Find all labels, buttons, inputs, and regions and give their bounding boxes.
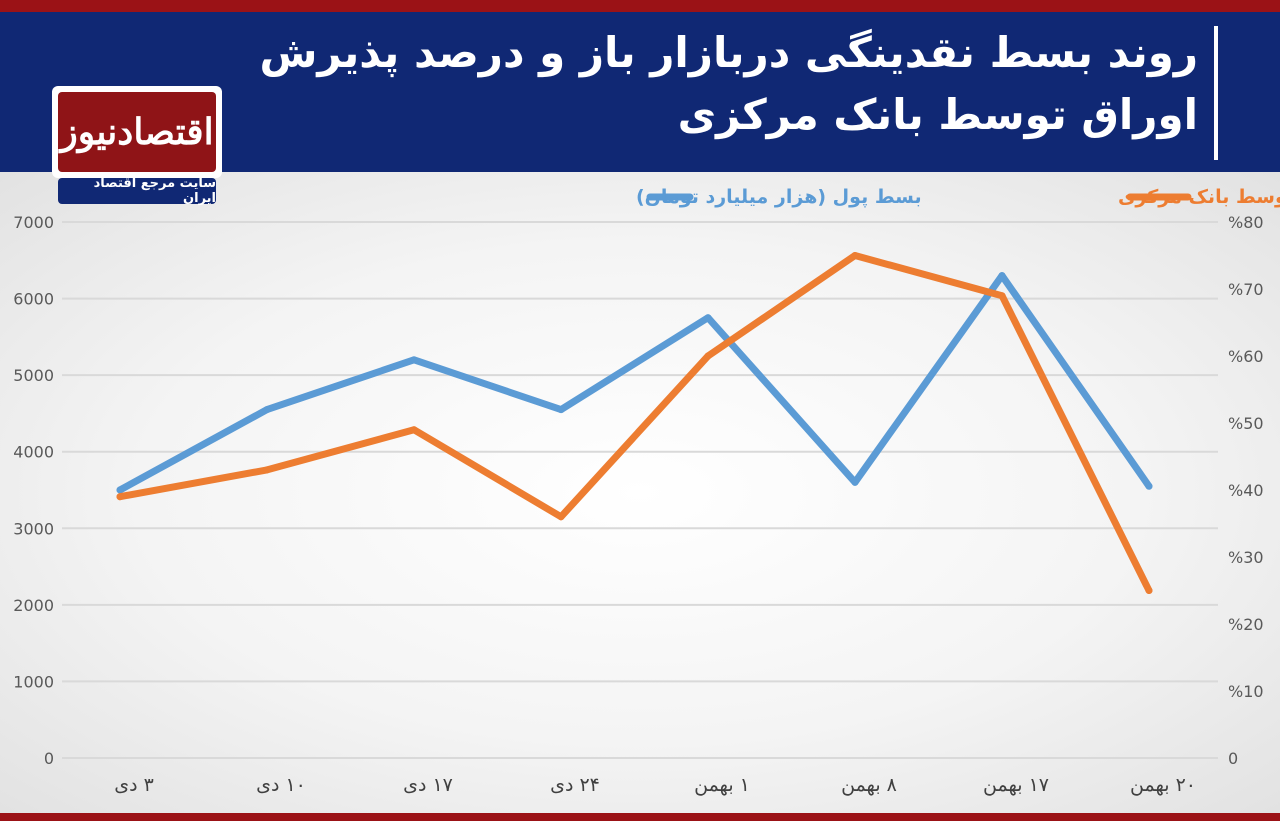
series-0-point — [116, 486, 124, 494]
right-tick-label: %30 — [1228, 548, 1264, 567]
x-tick-label: ۳ دی — [114, 774, 154, 796]
right-tick-label: %20 — [1228, 615, 1264, 634]
series-line-0 — [116, 272, 1153, 494]
plot-background — [0, 172, 1280, 813]
series-1-point — [998, 292, 1006, 300]
right-axis-ticks: 0 %10 %20 %30 %40 %50 %60 %70 %80 — [1228, 213, 1264, 768]
logo-tagline: سایت مرجع اقتصاد ایران — [58, 176, 216, 206]
legend-label-money-expansion: بسط پول (هزار میلیارد تومان) — [636, 186, 922, 208]
series-0-point — [1145, 482, 1153, 490]
left-tick-label: 4000 — [13, 443, 54, 462]
x-tick-label: ۲۴ دی — [550, 774, 600, 796]
series-1-point — [1145, 587, 1153, 594]
series-0-point — [263, 406, 271, 414]
right-tick-label: %40 — [1228, 481, 1264, 500]
series-1-point — [116, 493, 124, 501]
x-tick-label: ۸ بهمن — [841, 774, 897, 796]
series-0-point — [410, 356, 418, 364]
left-tick-label: 5000 — [13, 366, 54, 385]
x-tick-label: ۱ بهمن — [694, 774, 750, 796]
x-axis-ticks: ۳ دی ۱۰ دی ۱۷ دی ۲۴ دی ۱ بهمن ۸ بهمن ۱۷ بهمن ۲۰… — [114, 774, 1196, 796]
right-tick-label: %10 — [1228, 682, 1264, 701]
x-tick-label: ۱۷ دی — [403, 774, 453, 796]
x-tick-label: ۲۰ بهمن — [1130, 774, 1196, 796]
right-tick-label: %70 — [1228, 280, 1264, 299]
series-1-point — [557, 513, 565, 521]
left-tick-label: 7000 — [13, 213, 54, 232]
series-1-point — [851, 252, 859, 259]
series-0-point — [851, 478, 859, 486]
series-lines — [116, 252, 1153, 594]
bottom-accent-strip — [0, 813, 1280, 821]
legend-label-acceptance: درصد پذیرش اوراق توسط بانک مرکزی — [1118, 186, 1280, 208]
right-tick-label: %80 — [1228, 213, 1264, 232]
title-divider — [1214, 26, 1218, 160]
x-tick-label: ۱۷ بهمن — [983, 774, 1049, 796]
left-axis-ticks: 0 1000 2000 3000 4000 5000 6000 7000 — [13, 213, 54, 768]
chart-title: روند بسط نقدینگی دربازار باز و درصد پذیر… — [259, 28, 1198, 139]
logo: اقتصادنیوز — [52, 86, 222, 178]
series-1-point — [704, 352, 712, 360]
right-tick-label: %50 — [1228, 414, 1264, 433]
left-tick-label: 2000 — [13, 596, 54, 615]
series-0-point — [704, 314, 712, 322]
gridlines — [62, 221, 1218, 759]
logo-text: اقتصادنیوز — [58, 92, 216, 172]
top-accent-strip — [0, 0, 1280, 12]
left-tick-label: 1000 — [13, 672, 54, 691]
right-tick-label: %60 — [1228, 347, 1264, 366]
x-tick-label: ۱۰ دی — [256, 774, 306, 796]
legend: درصد پذیرش اوراق توسط بانک مرکزی بسط پول… — [636, 186, 1280, 208]
series-line-1 — [116, 252, 1153, 594]
left-tick-label: 6000 — [13, 290, 54, 309]
left-tick-label: 3000 — [13, 519, 54, 538]
series-0-point — [998, 272, 1006, 280]
series-0-point — [557, 406, 565, 414]
left-tick-label: 0 — [44, 749, 54, 768]
series-1-point — [263, 466, 271, 474]
series-1-point — [410, 426, 418, 434]
right-tick-label: 0 — [1228, 749, 1238, 768]
